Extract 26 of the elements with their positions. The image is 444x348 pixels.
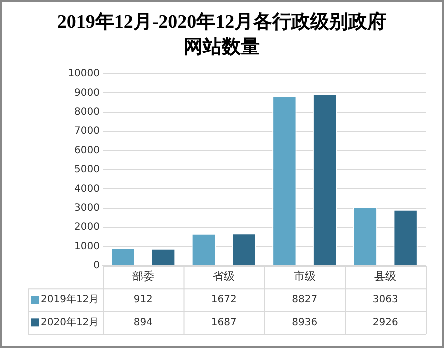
data-label: 2926 xyxy=(372,317,398,328)
legend-label: 2019年12月 xyxy=(41,294,100,306)
x-tick-label: 省级 xyxy=(213,270,236,284)
legend-label: 2020年12月 xyxy=(41,316,100,328)
data-label: 3063 xyxy=(372,294,398,306)
y-tick-label: 2000 xyxy=(74,222,100,234)
chart-title: 2019年12月-2020年12月各行政级别政府网站数量 xyxy=(57,10,387,60)
data-label: 894 xyxy=(134,317,153,328)
data-label: 8827 xyxy=(292,294,318,306)
y-tick-label: 4000 xyxy=(74,184,100,195)
data-label: 1672 xyxy=(211,294,237,306)
y-tick-label: 10000 xyxy=(68,68,100,80)
x-tick-label: 市级 xyxy=(294,270,316,284)
y-tick-label: 9000 xyxy=(74,88,100,99)
y-tick-label: 7000 xyxy=(74,126,100,138)
y-tick-label: 8000 xyxy=(74,106,100,118)
y-tick-label: 6000 xyxy=(74,145,100,156)
data-label: 912 xyxy=(134,294,153,306)
data-label: 8936 xyxy=(292,317,318,328)
x-tick-label: 部委 xyxy=(132,270,154,284)
y-tick-label: 5000 xyxy=(74,164,100,176)
y-tick-label: 0 xyxy=(94,260,100,272)
y-tick-label: 1000 xyxy=(74,241,100,252)
x-tick-label: 县级 xyxy=(374,270,397,284)
y-tick-label: 3000 xyxy=(74,202,100,214)
data-label: 1687 xyxy=(211,317,237,328)
